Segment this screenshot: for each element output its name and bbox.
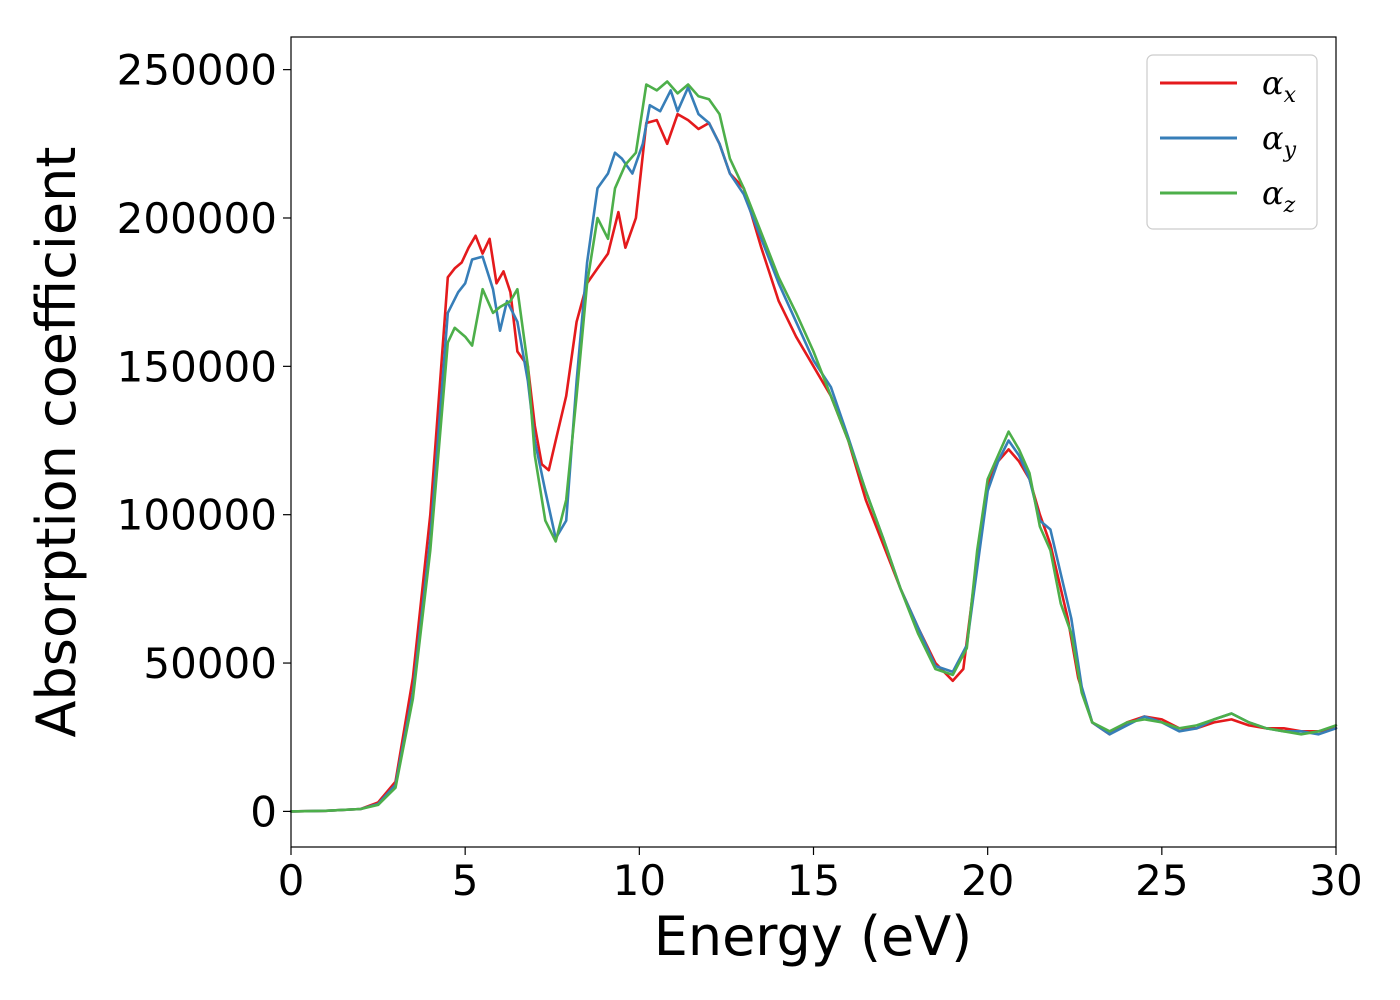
- x-tick-label: 10: [613, 856, 666, 905]
- x-axis-label: Energy (eV): [654, 905, 973, 968]
- series-line-z: [289, 80, 1338, 813]
- y-axis-label: Absorption coefficient: [25, 147, 88, 738]
- x-tick-label: 15: [787, 856, 840, 905]
- x-axis-ticks: 0 5 10 15 20 25 30: [278, 847, 1363, 905]
- y-tick-label: 100000: [117, 491, 277, 540]
- x-tick-label: 5: [452, 856, 479, 905]
- y-tick-label: 200000: [117, 194, 277, 243]
- y-tick-label: 0: [250, 787, 277, 836]
- legend-box: [1146, 54, 1318, 230]
- y-tick-label: 150000: [117, 342, 277, 391]
- y-tick-label: 250000: [117, 46, 277, 95]
- x-tick-label: 0: [278, 856, 305, 905]
- x-tick-label: 25: [1135, 856, 1188, 905]
- y-axis-ticks: 0 50000 100000 150000 200000 250000: [117, 46, 291, 836]
- x-tick-label: 30: [1309, 856, 1362, 905]
- series-lines: [289, 80, 1338, 813]
- series-line-y: [289, 86, 1338, 813]
- y-tick-label: 50000: [143, 639, 277, 688]
- x-tick-label: 20: [961, 856, 1014, 905]
